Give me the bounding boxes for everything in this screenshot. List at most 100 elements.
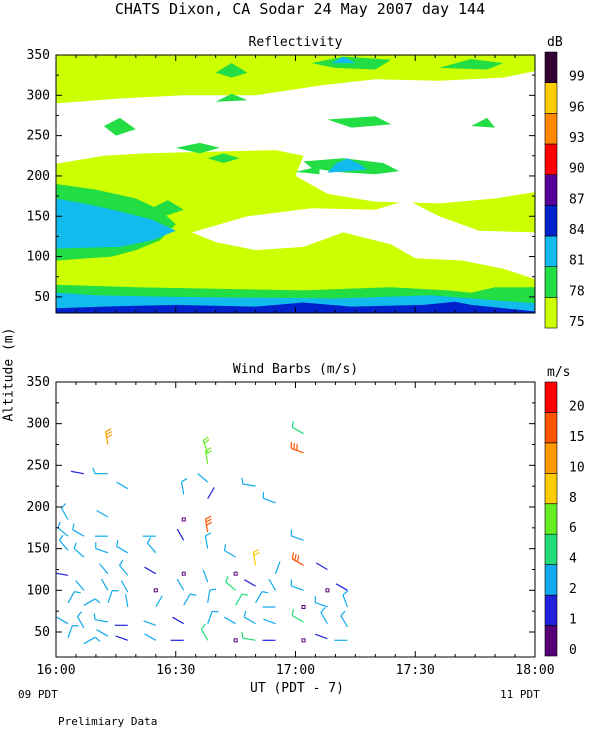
wind-barb	[204, 535, 209, 549]
colorbar-label: 87	[569, 192, 585, 207]
colorbar-swatch	[544, 503, 558, 535]
wind-barb	[83, 598, 96, 606]
wind-barb	[176, 528, 185, 541]
barb-flag	[291, 609, 295, 616]
colorbar-label: 2	[569, 582, 577, 597]
wind-barb	[340, 615, 348, 628]
contour-region-below-75	[167, 129, 216, 144]
wind-barb	[320, 612, 328, 624]
wind-barb	[314, 633, 328, 640]
barb-flag	[61, 503, 67, 509]
barb-flag	[241, 477, 244, 484]
y-tick-label: 100	[27, 250, 50, 265]
contour-region-below-75	[56, 121, 112, 138]
contour-region-81	[327, 158, 368, 173]
left-date-label: 09 PDT	[18, 688, 58, 701]
barb-flag	[261, 591, 269, 594]
wind-barb	[70, 470, 85, 475]
x-tick-label: 16:00	[36, 663, 75, 678]
wind-barb	[268, 578, 277, 591]
colorbar-label: 90	[569, 162, 585, 177]
barb-flag	[76, 611, 83, 617]
barb-flag	[72, 523, 75, 530]
contour-region-below-75	[56, 71, 535, 204]
wind-barb	[252, 552, 257, 566]
x-tick-label: 17:30	[396, 663, 435, 678]
wind-barb	[263, 618, 276, 625]
colorbar-swatch	[544, 235, 558, 268]
wind-barb	[75, 580, 85, 591]
wind-barb	[202, 440, 209, 454]
x-tick-label: 16:30	[156, 663, 195, 678]
y-tick-label: 50	[34, 625, 50, 640]
barb-flag	[146, 537, 152, 544]
y-tick-label: 150	[27, 209, 50, 224]
barb-flag	[253, 551, 260, 557]
wind-barb	[56, 572, 69, 576]
barb-flag	[105, 428, 112, 433]
barb-flag	[205, 450, 212, 455]
wind-barb	[144, 633, 157, 641]
wind-barb	[116, 481, 129, 490]
wind-barb	[200, 628, 209, 641]
wind-barb	[115, 635, 129, 641]
wind-barb	[96, 509, 109, 518]
y-tick-label: 350	[27, 48, 50, 63]
wind-barb	[125, 594, 129, 608]
wind-barb	[56, 616, 69, 625]
colorbar-swatch	[544, 564, 558, 596]
colorbar-swatch	[544, 594, 558, 626]
barb-flag	[200, 623, 206, 630]
colorbar-swatch	[544, 51, 558, 84]
barb-flag	[209, 588, 217, 591]
barb-flag	[190, 593, 197, 596]
windbarb-plot-frame	[55, 381, 536, 658]
wind-barb	[244, 616, 256, 625]
colorbar-swatch	[544, 625, 558, 657]
wind-barb	[315, 562, 328, 571]
wind-barb	[204, 450, 209, 464]
barb-flag	[340, 610, 346, 617]
wind-barb	[202, 569, 209, 583]
wind-barb	[59, 540, 69, 551]
barb-flag	[105, 431, 112, 436]
contour-region-78	[439, 59, 504, 70]
barb-flag	[59, 534, 64, 541]
barb-flag	[296, 555, 300, 562]
y-tick-label: 200	[27, 169, 50, 184]
contour-region-78	[327, 116, 392, 128]
barb-flag	[205, 447, 212, 452]
contour-region-below-75	[175, 103, 248, 122]
colorbar-label: 84	[569, 223, 585, 238]
wind-barb	[100, 578, 109, 591]
wind-barb	[76, 616, 85, 629]
wind-barb	[335, 583, 348, 591]
colorbar-swatch	[544, 442, 558, 474]
contour-region-78	[175, 142, 220, 154]
wind-barb	[242, 483, 256, 487]
contour-region-78	[215, 63, 248, 78]
contour-region-78	[295, 166, 320, 175]
wind-barb	[207, 589, 211, 603]
x-axis-label: UT (PDT - 7)	[250, 681, 344, 696]
barb-flag	[106, 434, 113, 439]
wind-barb	[172, 616, 185, 625]
wind-barb	[60, 507, 69, 520]
x-tick-label: 18:00	[515, 663, 554, 678]
barb-flag	[342, 590, 349, 596]
reflectivity-contours	[56, 55, 535, 313]
colorbar-label: 1	[569, 613, 577, 628]
x-tick-label: 17:00	[276, 663, 315, 678]
wind-barb	[105, 431, 109, 445]
colorbar-swatch	[544, 143, 558, 176]
colorbar-swatch	[544, 82, 558, 114]
wind-barb	[204, 519, 209, 533]
wind-barb	[143, 620, 157, 626]
wind-barb	[144, 566, 157, 575]
contour-region-78	[103, 117, 136, 136]
colorbar-label: 81	[569, 254, 585, 269]
colorbar-swatch	[544, 472, 558, 504]
colorbar-label: 0	[569, 643, 577, 658]
wind-barb	[119, 565, 129, 576]
